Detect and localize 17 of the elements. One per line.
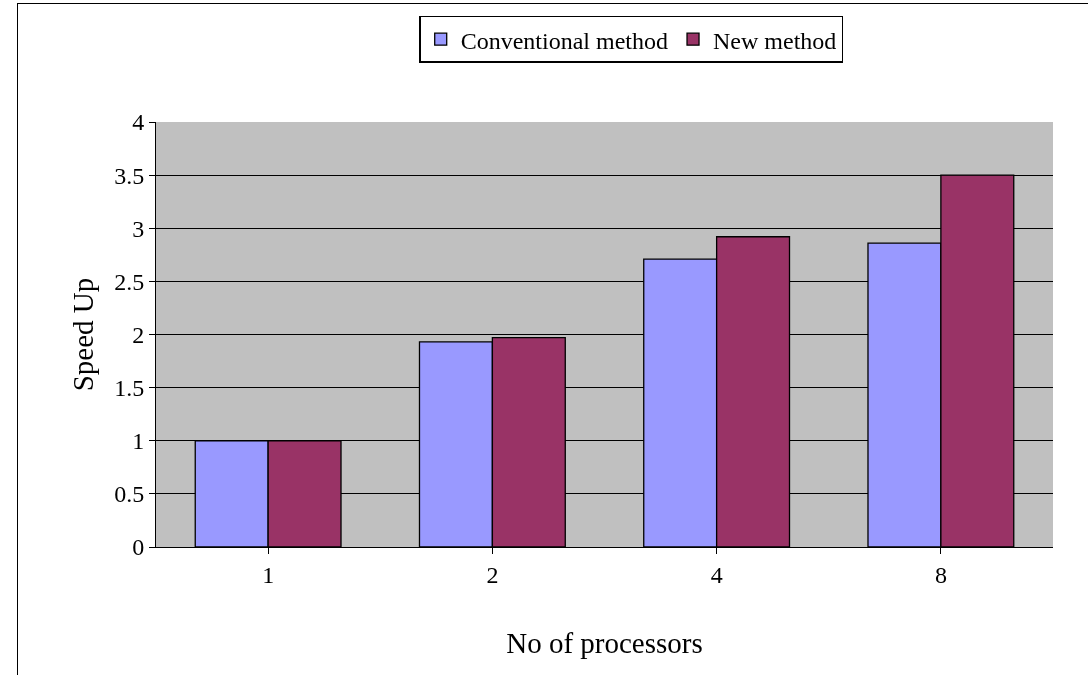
y-tick-label: 2 — [132, 321, 145, 348]
y-tick-label: 0 — [132, 534, 145, 561]
x-axis-title: No of processors — [506, 626, 703, 659]
y-tick-label: 3.5 — [114, 162, 145, 189]
x-tick-label: 2 — [486, 561, 499, 588]
y-tick-label: 0.5 — [114, 481, 145, 508]
legend-label: Conventional method — [460, 27, 669, 54]
y-tick-label: 1.5 — [114, 375, 145, 402]
y-tick-label: 4 — [132, 109, 145, 136]
y-tick-label: 3 — [132, 215, 145, 242]
y-tick-label: 1 — [132, 428, 145, 455]
legend-label: New method — [713, 27, 837, 54]
x-tick-label: 8 — [934, 561, 947, 588]
y-axis-title: Speed Up — [66, 277, 99, 392]
y-tick-label: 2.5 — [114, 268, 145, 295]
x-tick-label: 1 — [262, 561, 275, 588]
x-tick-label: 4 — [710, 561, 723, 588]
